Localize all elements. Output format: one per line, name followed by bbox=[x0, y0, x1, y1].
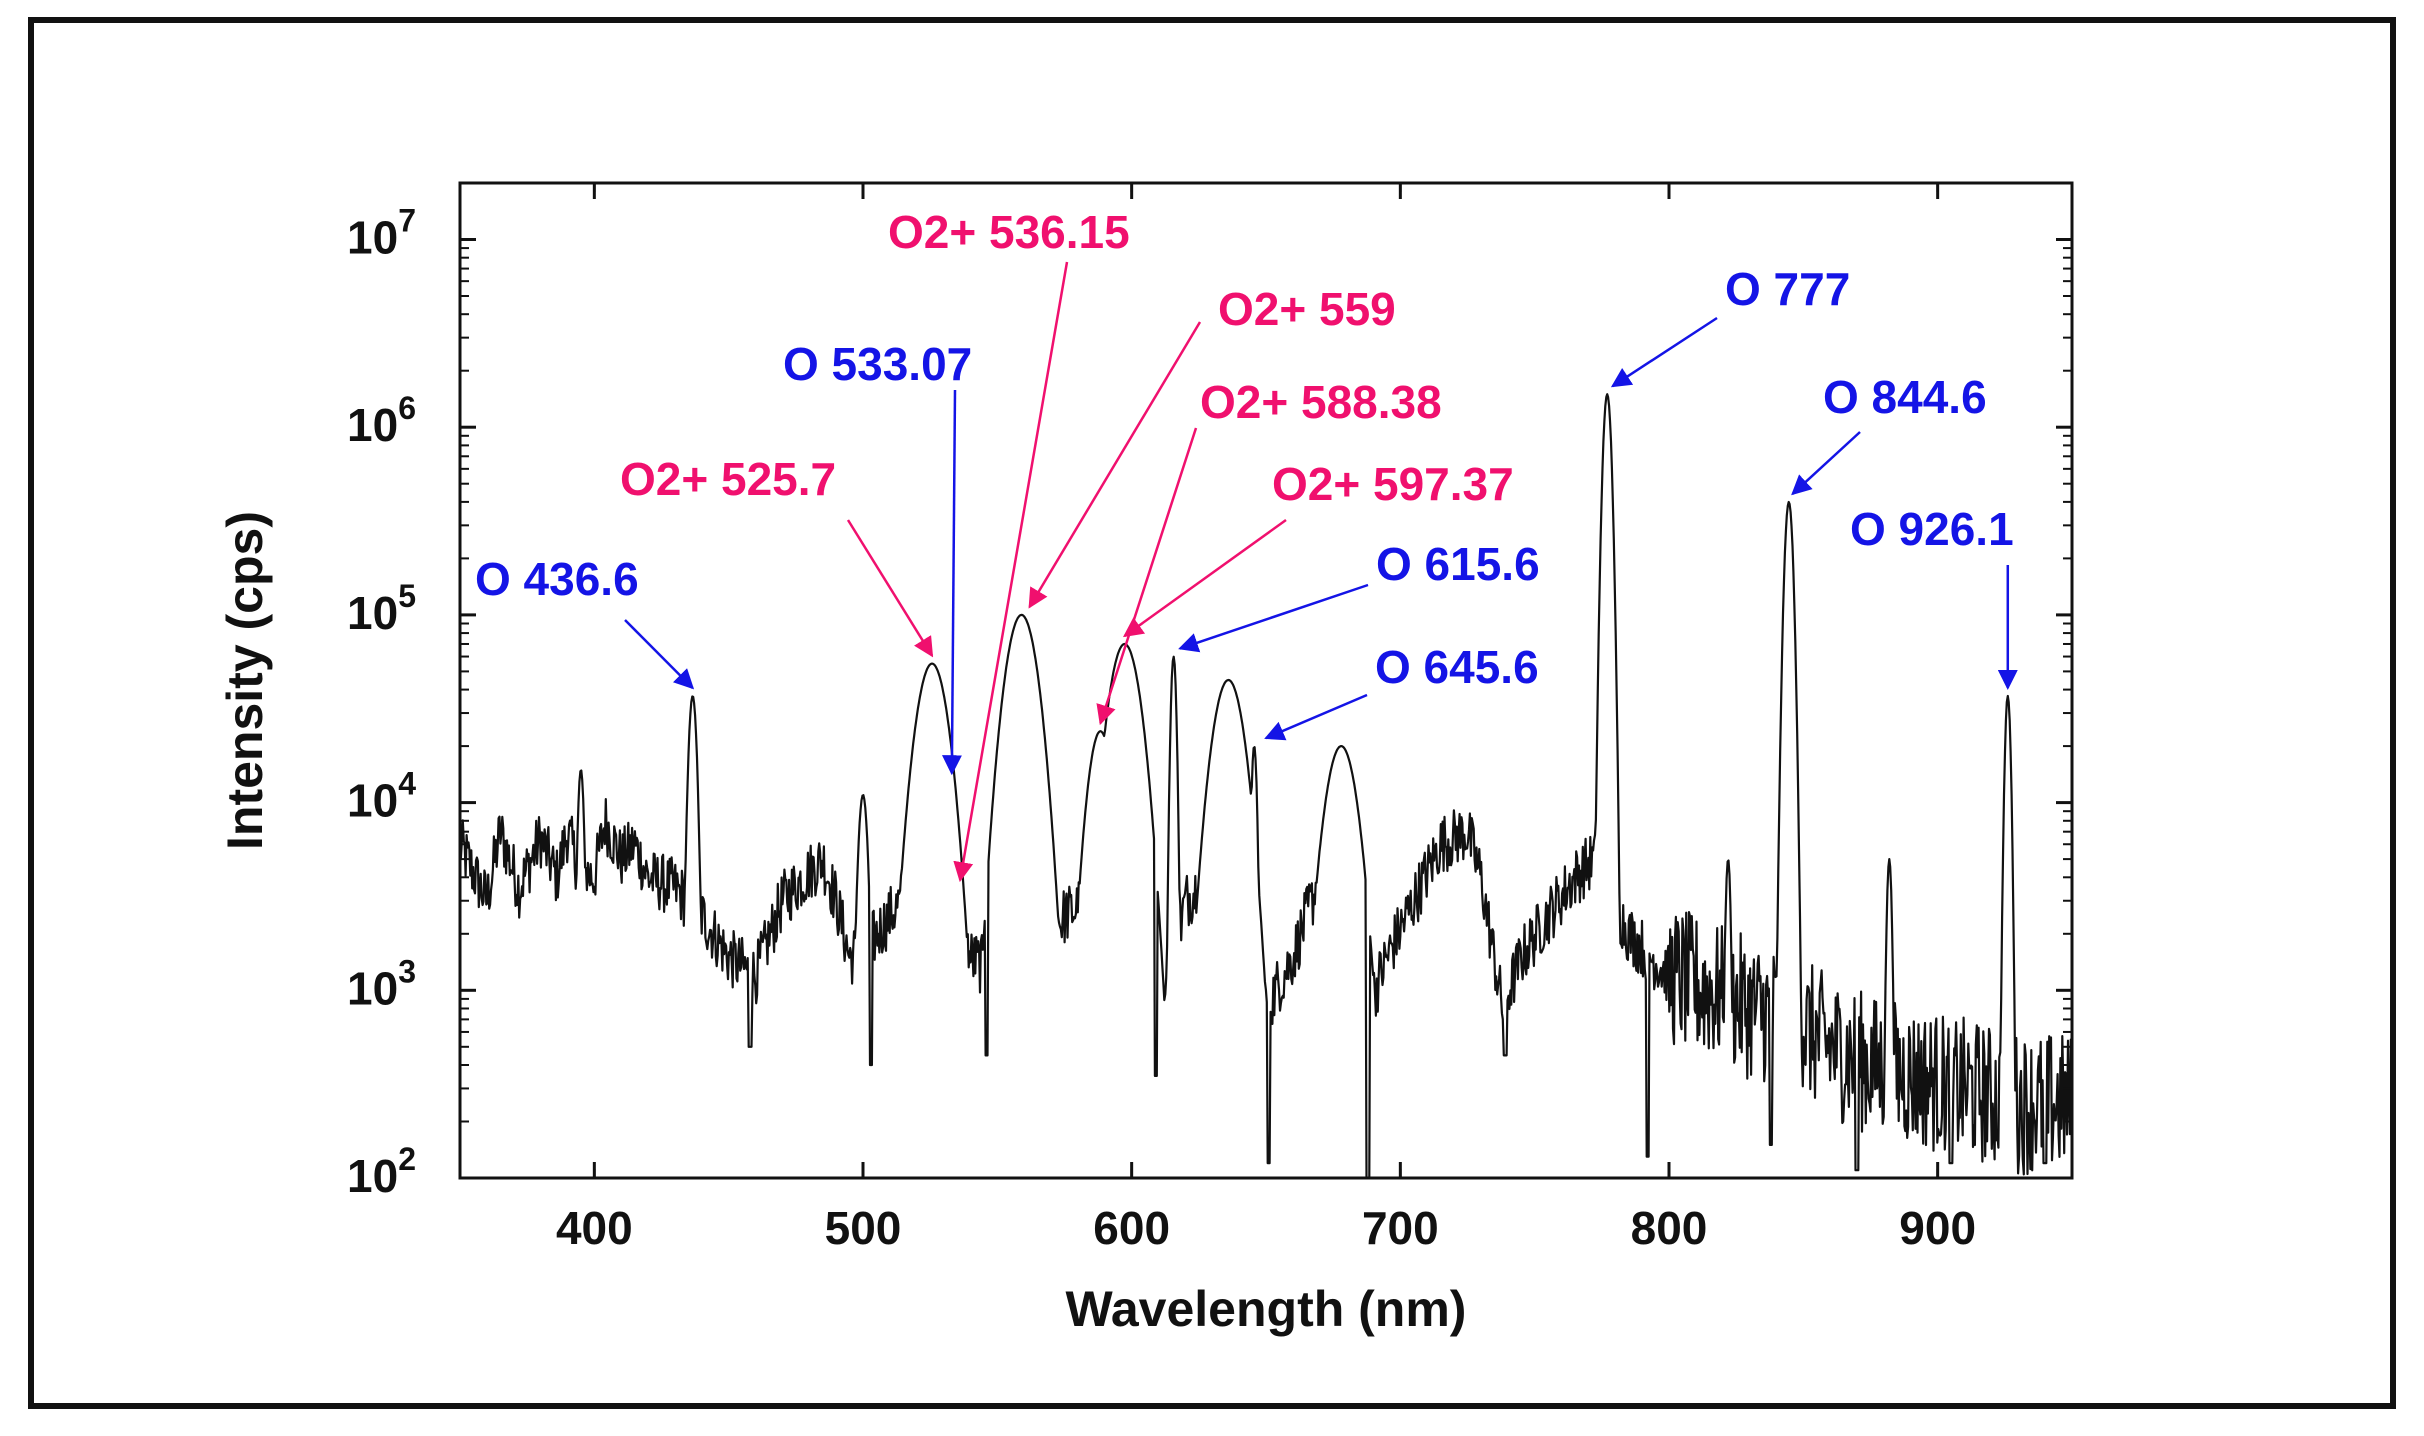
spectrum-layer bbox=[458, 393, 2073, 1180]
x-tick-label: 800 bbox=[1631, 1202, 1708, 1254]
y-tick-label: 102 bbox=[347, 1141, 416, 1202]
annotation-label: O 615.6 bbox=[1376, 538, 1540, 590]
annotation-label: O 926.1 bbox=[1850, 503, 2014, 555]
x-tick-label: 700 bbox=[1362, 1202, 1439, 1254]
annotation-label: O2+ 525.7 bbox=[620, 453, 836, 505]
annotation-label: O 777 bbox=[1725, 263, 1850, 315]
annotation-label: O2+ 588.38 bbox=[1200, 376, 1442, 428]
x-tick-label: 500 bbox=[825, 1202, 902, 1254]
annotation-arrow bbox=[953, 261, 1069, 883]
plot-border bbox=[458, 181, 2074, 1180]
annotation-arrow bbox=[1096, 427, 1198, 726]
annotation-arrow bbox=[1028, 321, 1202, 609]
annotation-arrow bbox=[1122, 518, 1287, 638]
annotation-arrow bbox=[1791, 431, 1861, 496]
annotation-label: O 844.6 bbox=[1823, 371, 1987, 423]
y-tick-label: 104 bbox=[347, 766, 416, 827]
annotation-arrow bbox=[1178, 583, 1369, 653]
annotation-label: O 533.07 bbox=[783, 338, 972, 390]
y-tick-label: 105 bbox=[347, 578, 416, 639]
annotation-layer: O 436.6 O2+ 525.7 O 533.07 O2+ 536.15 O2+ 55… bbox=[475, 206, 2018, 883]
axes-layer: 400 500 600 700 800 900 102 103 104 105 106 107 bbox=[347, 181, 2074, 1254]
annotation-label: O2+ 536.15 bbox=[888, 206, 1130, 258]
annotation-arrow bbox=[1610, 316, 1718, 388]
y-axis-title: Intensity (cps) bbox=[217, 511, 273, 850]
annotation-arrow bbox=[624, 619, 695, 690]
y-tick-label: 106 bbox=[347, 390, 416, 451]
x-tick-label: 900 bbox=[1899, 1202, 1976, 1254]
spectrum-line bbox=[458, 393, 2073, 1180]
x-axis-title: Wavelength (nm) bbox=[1066, 1281, 1467, 1337]
x-tick-label: 600 bbox=[1093, 1202, 1170, 1254]
annotation-label: O 645.6 bbox=[1375, 641, 1539, 693]
annotation-label: O2+ 559 bbox=[1218, 283, 1396, 335]
annotation-arrow bbox=[846, 519, 934, 658]
x-tick-label: 400 bbox=[556, 1202, 633, 1254]
annotation-arrow bbox=[1264, 693, 1368, 741]
y-tick-label: 107 bbox=[347, 203, 416, 264]
y-tick-label: 103 bbox=[347, 953, 416, 1014]
annotation-label: O 436.6 bbox=[475, 553, 639, 605]
annotation-label: O2+ 597.37 bbox=[1272, 458, 1514, 510]
annotation-arrow bbox=[941, 389, 962, 776]
